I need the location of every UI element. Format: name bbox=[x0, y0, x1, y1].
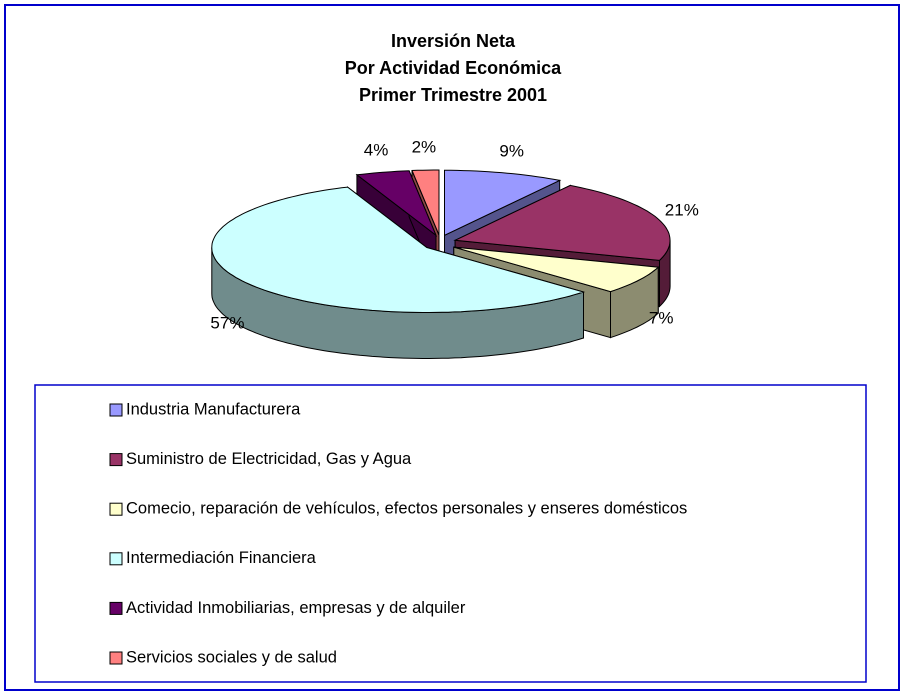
legend-swatch bbox=[109, 552, 123, 566]
legend-swatch bbox=[109, 453, 123, 467]
pie-slice bbox=[211, 186, 586, 359]
chart-subtitle: Por Actividad Económica bbox=[345, 58, 562, 78]
data-label: 57% bbox=[210, 313, 244, 332]
legend-label: Suministro de Electricidad, Gas y Agua bbox=[126, 450, 412, 468]
data-label: 4% bbox=[364, 140, 389, 159]
data-label: 9% bbox=[499, 141, 524, 160]
legend-label: Industria Manufacturera bbox=[126, 400, 301, 418]
data-label: 2% bbox=[412, 138, 437, 157]
legend-swatch bbox=[109, 651, 123, 665]
slice-top bbox=[355, 170, 438, 237]
legend: Industria Manufacturera Suministro de Ele… bbox=[109, 400, 687, 666]
legend-label: Comecio, reparación de vehículos, efecto… bbox=[126, 500, 687, 518]
legend-swatch bbox=[109, 403, 123, 417]
legend-label: Intermediación Financiera bbox=[126, 549, 317, 567]
slice-top bbox=[211, 186, 586, 313]
slice-top bbox=[453, 184, 671, 261]
slice-top bbox=[411, 169, 440, 236]
legend-label: Servicios sociales y de salud bbox=[126, 648, 337, 666]
legend-swatch bbox=[109, 502, 123, 516]
pie: 2% 4% 9% 21% 7% 57% bbox=[210, 138, 699, 359]
legend-swatch bbox=[109, 601, 123, 615]
chart-subtitle: Primer Trimestre 2001 bbox=[359, 85, 547, 105]
legend-frame bbox=[34, 384, 867, 683]
slice-top bbox=[444, 169, 562, 237]
chart-title: Inversión Neta bbox=[391, 31, 516, 51]
legend-label: Actividad Inmobiliarias, empresas y de a… bbox=[126, 599, 466, 617]
slice-top bbox=[453, 246, 660, 293]
data-label: 21% bbox=[665, 200, 699, 219]
data-label: 7% bbox=[649, 308, 674, 327]
